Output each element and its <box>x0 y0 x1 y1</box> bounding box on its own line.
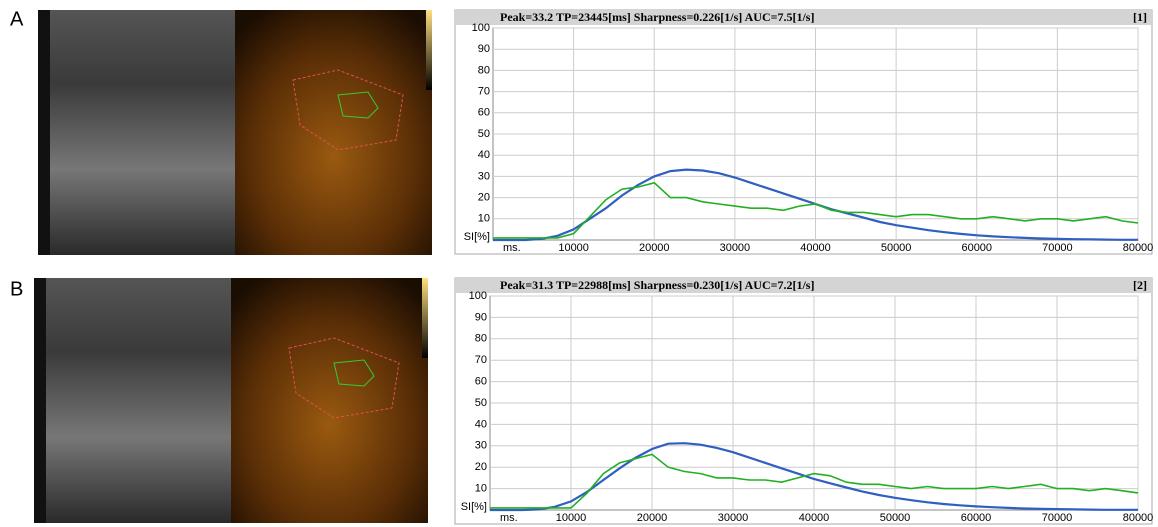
y-tick-label: 80 <box>475 333 487 345</box>
y-tick-label: 40 <box>475 418 487 430</box>
y-tick-label: 10 <box>478 213 490 225</box>
y-tick-label: 90 <box>478 43 490 55</box>
y-tick-label: 50 <box>478 128 490 140</box>
x-tick-label: 40000 <box>800 242 831 254</box>
x-tick-label: 10000 <box>556 512 587 524</box>
x-tick-label: 10000 <box>558 242 589 254</box>
y-tick-label: 60 <box>478 107 490 119</box>
y-tick-label: 20 <box>478 192 490 204</box>
data-line <box>490 453 1139 509</box>
x-tick-label: 50000 <box>881 242 912 254</box>
ultrasound-images <box>33 277 429 524</box>
y-tick-label: 10 <box>475 483 487 495</box>
y-tick-label: 90 <box>475 311 487 323</box>
y-tick-label: 80 <box>478 64 490 76</box>
y-axis-label: SI[%] <box>461 501 487 513</box>
chart-title: Peak=31.3 TP=22988[ms] Sharpness=0.230[1… <box>500 278 814 292</box>
x-axis-label: ms. <box>500 512 518 524</box>
x-tick-label: 70000 <box>1042 242 1073 254</box>
x-tick-label: 20000 <box>637 512 668 524</box>
y-tick-label: 40 <box>478 149 490 161</box>
x-tick-label: 30000 <box>720 242 751 254</box>
y-tick-label: 100 <box>469 290 487 302</box>
x-tick-label: 70000 <box>1042 512 1073 524</box>
ultrasound-images <box>37 9 433 256</box>
panel-label: B <box>10 278 23 300</box>
panel-label: A <box>10 8 24 30</box>
y-tick-label: 60 <box>475 376 487 388</box>
x-axis-label: ms. <box>503 242 521 254</box>
y-tick-label: 20 <box>475 461 487 473</box>
x-tick-label: 50000 <box>880 512 911 524</box>
chart-index: [2] <box>1133 278 1147 292</box>
chart-index: [1] <box>1133 10 1147 24</box>
x-tick-label: 80000 <box>1123 512 1154 524</box>
y-tick-label: 70 <box>478 86 490 98</box>
title-bar <box>455 10 1152 25</box>
y-axis-label: SI[%] <box>464 231 490 243</box>
x-tick-label: 60000 <box>961 242 992 254</box>
y-tick-label: 50 <box>475 397 487 409</box>
title-bar <box>455 278 1152 293</box>
x-tick-label: 20000 <box>639 242 670 254</box>
data-line <box>490 442 1138 512</box>
x-tick-label: 40000 <box>799 512 830 524</box>
y-tick-label: 30 <box>478 170 490 182</box>
data-line <box>493 181 1139 239</box>
y-tick-label: 100 <box>472 22 490 34</box>
x-tick-label: 80000 <box>1123 242 1154 254</box>
x-tick-label: 30000 <box>718 512 749 524</box>
y-tick-label: 70 <box>475 354 487 366</box>
y-tick-label: 30 <box>475 440 487 452</box>
chart-title: Peak=33.2 TP=23445[ms] Sharpness=0.226[1… <box>500 10 814 24</box>
x-tick-label: 60000 <box>961 512 992 524</box>
